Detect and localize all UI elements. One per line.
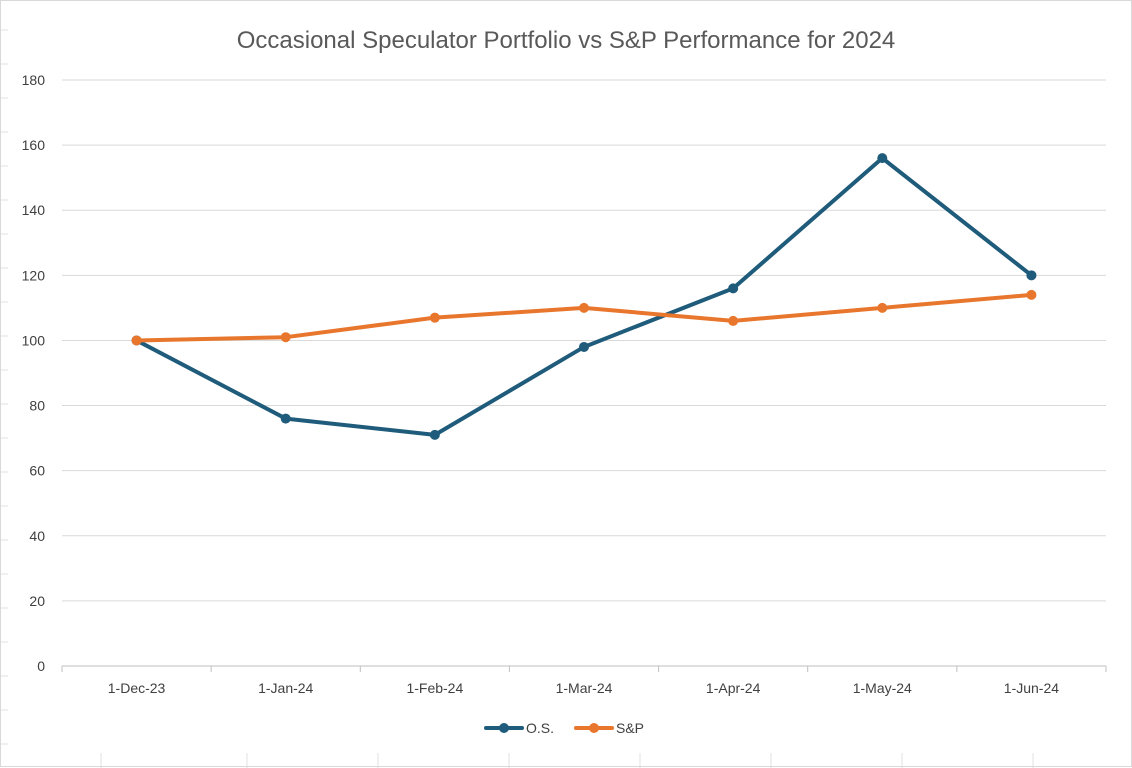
y-tick-label: 100 [22,332,46,348]
y-tick-label: 40 [29,528,45,544]
data-point [1026,270,1037,281]
legend-item: S&P [574,720,644,736]
gridlines [61,79,1107,672]
series-layer [131,153,1037,440]
x-tick-label: 1-Feb-24 [406,680,463,696]
data-point [429,429,440,440]
legend-label: O.S. [526,720,554,736]
data-point [280,332,291,343]
legend-label: S&P [616,720,644,736]
series-os [131,153,1037,440]
y-tick-label: 160 [22,137,46,153]
y-axis-tick-labels: 0 20 40 60 80 100 120 140 160 180 [22,72,46,674]
y-tick-label: 60 [29,463,45,479]
chart-title: Occasional Speculator Portfolio vs S&P P… [237,27,896,54]
data-point [728,315,739,326]
data-point [579,341,589,352]
data-point [579,302,589,313]
data-point [728,283,739,294]
y-tick-label: 180 [22,72,46,88]
series-line [134,156,1034,437]
spreadsheet-cell-lines [0,29,1034,768]
data-point [877,302,888,313]
x-tick-label: 1-Mar-24 [556,680,613,696]
y-tick-label: 80 [29,398,45,414]
data-point [280,413,291,424]
y-tick-label: 140 [22,202,46,218]
x-tick-label: 1-Jan-24 [258,680,313,696]
data-point [131,335,142,346]
data-point [877,153,888,164]
x-axis-tick-labels: 1-Dec-23 1-Jan-24 1-Feb-24 1-Mar-24 1-Apr-24… [108,680,1059,696]
x-tick-label: 1-Apr-24 [706,680,761,696]
legend-item: O.S. [484,720,554,736]
y-tick-label: 20 [29,593,45,609]
x-tick-label: 1-Dec-23 [108,680,166,696]
data-point [1026,289,1037,300]
x-tick-label: 1-May-24 [853,680,912,696]
y-tick-label: 0 [37,658,45,674]
series-line [134,292,1034,343]
data-point [429,312,440,323]
legend-swatch-marker [499,723,509,733]
x-tick-label: 1-Jun-24 [1004,680,1059,696]
legend-swatch-marker [589,723,599,733]
legend: O.S. S&P [484,720,644,736]
y-tick-label: 120 [22,267,46,283]
series-sp [131,289,1037,346]
